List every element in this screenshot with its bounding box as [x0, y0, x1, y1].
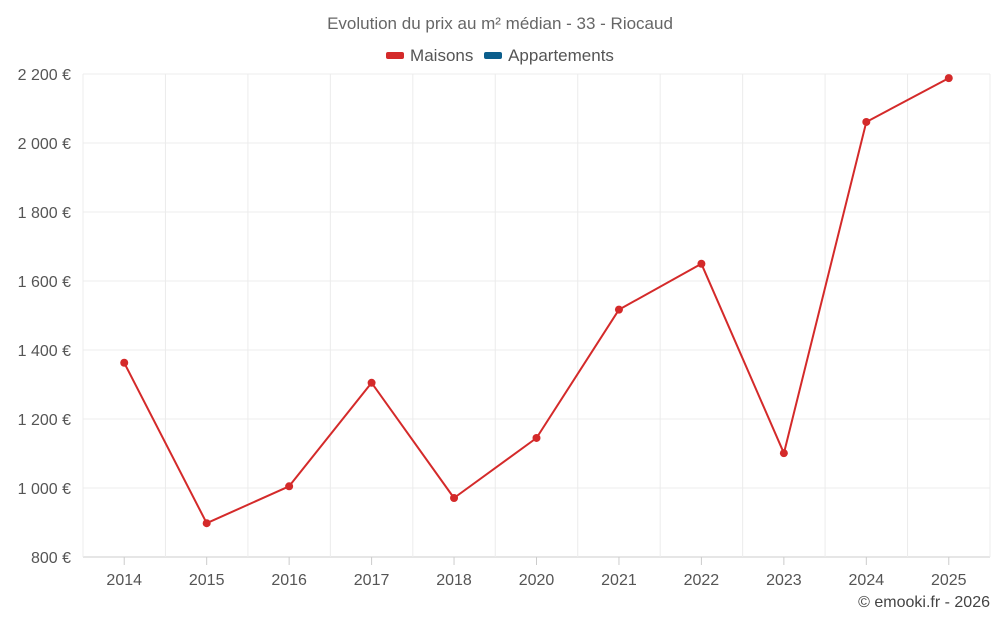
data-point-maisons[interactable] [367, 378, 376, 387]
x-tick-label: 2023 [766, 572, 802, 589]
x-tick-label: 2014 [106, 572, 142, 589]
x-tick-label: 2024 [849, 572, 885, 589]
y-tick-label: 800 € [31, 550, 71, 567]
legend-swatch-maisons [386, 52, 405, 59]
y-tick-label: 1 800 € [18, 205, 71, 222]
x-tick-label: 2025 [931, 572, 967, 589]
x-tick-label: 2015 [189, 572, 225, 589]
y-tick-label: 2 200 € [18, 67, 71, 84]
y-tick-label: 1 200 € [18, 412, 71, 429]
legend-item-appartements[interactable]: Appartements [484, 46, 614, 66]
chart-title: Evolution du prix au m² médian - 33 - Ri… [327, 14, 673, 33]
legend-item-maisons[interactable]: Maisons [386, 46, 473, 66]
y-tick-label: 1 600 € [18, 274, 71, 291]
data-point-maisons[interactable] [614, 305, 623, 314]
legend-swatch-appartements [484, 52, 503, 59]
y-tick-label: 2 000 € [18, 136, 71, 153]
x-tick-label: 2017 [354, 572, 390, 589]
data-point-maisons[interactable] [862, 117, 871, 126]
data-point-maisons[interactable] [779, 449, 788, 458]
x-tick-label: 2022 [684, 572, 720, 589]
data-point-maisons[interactable] [202, 519, 211, 528]
legend-label-appartements: Appartements [508, 45, 614, 65]
legend-label-maisons: Maisons [410, 45, 474, 65]
y-tick-label: 1 000 € [18, 481, 71, 498]
data-point-maisons[interactable] [532, 433, 541, 442]
credit-text: © emooki.fr - 2026 [858, 594, 990, 611]
x-tick-label: 2018 [436, 572, 472, 589]
data-point-maisons[interactable] [697, 259, 706, 268]
x-tick-label: 2021 [601, 572, 637, 589]
chart-legend: Maisons Appartements [0, 44, 1000, 66]
data-point-maisons[interactable] [120, 358, 129, 367]
data-point-maisons[interactable] [285, 482, 294, 491]
data-point-maisons[interactable] [944, 74, 953, 83]
data-point-maisons[interactable] [450, 494, 459, 503]
x-tick-label: 2020 [519, 572, 555, 589]
x-tick-label: 2016 [271, 572, 307, 589]
y-tick-label: 1 400 € [18, 343, 71, 360]
